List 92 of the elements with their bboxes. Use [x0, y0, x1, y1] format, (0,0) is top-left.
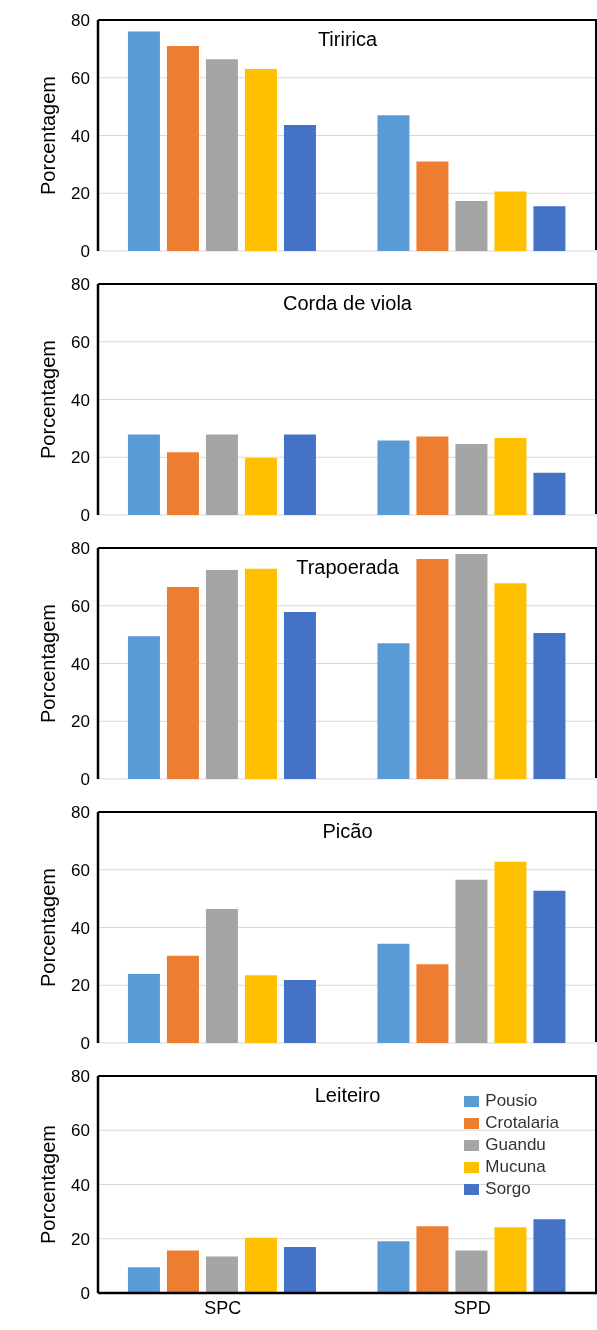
bar — [127, 31, 160, 251]
bar — [494, 861, 527, 1043]
bar — [494, 437, 527, 515]
bar — [127, 636, 160, 779]
bar — [455, 443, 488, 515]
bar — [166, 955, 199, 1043]
bar — [205, 434, 238, 515]
y-tick-label: 20 — [71, 712, 90, 732]
chart-title: Tiririca — [316, 28, 379, 51]
bar — [244, 458, 277, 515]
bar — [166, 45, 199, 251]
legend-label: Guandu — [485, 1135, 546, 1155]
y-tick-label: 20 — [71, 184, 90, 204]
bar — [533, 472, 566, 515]
y-tick-label: 60 — [71, 332, 90, 352]
bar — [166, 1250, 199, 1293]
bar — [127, 434, 160, 515]
y-tick-label: 40 — [71, 918, 90, 938]
bar — [244, 69, 277, 251]
bar — [377, 115, 410, 251]
legend-label: Sorgo — [485, 1179, 531, 1199]
bar — [166, 452, 199, 515]
bar — [205, 1256, 238, 1293]
y-tick-label: 80 — [71, 275, 90, 295]
bar — [455, 879, 488, 1043]
y-tick-label: 40 — [71, 1175, 90, 1195]
y-tick-label: 0 — [80, 1284, 90, 1304]
bar — [244, 1237, 277, 1293]
y-tick-label: 20 — [71, 448, 90, 468]
bar — [416, 161, 449, 251]
bar — [533, 890, 566, 1043]
y-tick-label: 80 — [71, 1067, 90, 1087]
legend-label: Pousio — [485, 1091, 538, 1111]
y-tick-label: 60 — [71, 860, 90, 880]
y-tick-label: 60 — [71, 596, 90, 616]
y-tick-label: 40 — [71, 390, 90, 410]
y-axis-title: Porcentagem — [37, 76, 60, 195]
bar — [494, 583, 527, 779]
bar — [377, 1241, 410, 1293]
y-tick-label: 0 — [80, 1034, 90, 1054]
y-tick-label: 0 — [80, 770, 90, 790]
y-tick-label: 0 — [80, 506, 90, 526]
bar — [377, 440, 410, 515]
bar — [494, 1227, 527, 1293]
y-tick-label: 60 — [71, 1121, 90, 1141]
bar — [377, 943, 410, 1043]
y-axis-title: Porcentagem — [37, 868, 60, 987]
bar — [283, 434, 316, 515]
bar — [205, 569, 238, 779]
bar — [416, 558, 449, 779]
bar — [283, 125, 316, 251]
bar — [416, 436, 449, 515]
bar — [283, 1246, 316, 1293]
bar — [533, 1219, 566, 1293]
y-tick-label: 20 — [71, 976, 90, 996]
chart-title: Leiteiro — [314, 1084, 381, 1106]
bar — [127, 973, 160, 1043]
y-axis-title: Porcentagem — [37, 1125, 60, 1244]
legend-label: Crotalaria — [485, 1113, 559, 1133]
bar — [533, 632, 566, 779]
legend-label: Mucuna — [485, 1157, 546, 1177]
chart-title: Trapoerada — [295, 556, 400, 579]
bar — [205, 909, 238, 1043]
chart-title: Corda de viola — [282, 292, 413, 315]
y-axis-title: Porcentagem — [37, 340, 60, 459]
y-tick-label: 20 — [71, 1229, 90, 1249]
y-tick-label: 40 — [71, 126, 90, 146]
y-tick-label: 80 — [71, 803, 90, 823]
bar — [377, 643, 410, 779]
chart-title: Picão — [321, 820, 374, 843]
bar — [283, 612, 316, 779]
y-tick-label: 80 — [71, 539, 90, 559]
y-tick-label: 0 — [80, 242, 90, 262]
bar — [494, 191, 527, 251]
y-tick-label: 40 — [71, 654, 90, 674]
bar — [416, 964, 449, 1043]
bar — [455, 1250, 488, 1293]
bar — [455, 201, 488, 251]
bar — [416, 1226, 449, 1293]
y-tick-label: 80 — [71, 11, 90, 31]
y-axis-title: Porcentagem — [37, 604, 60, 723]
bar — [455, 554, 488, 779]
bar — [127, 1267, 160, 1293]
bar — [283, 980, 316, 1043]
bar — [244, 568, 277, 779]
bar — [166, 586, 199, 779]
x-tick-label: SPC — [204, 1297, 242, 1318]
y-tick-label: 60 — [71, 68, 90, 88]
bar — [244, 975, 277, 1043]
bar — [205, 59, 238, 251]
x-tick-label: SPD — [453, 1297, 491, 1318]
bar — [533, 206, 566, 251]
